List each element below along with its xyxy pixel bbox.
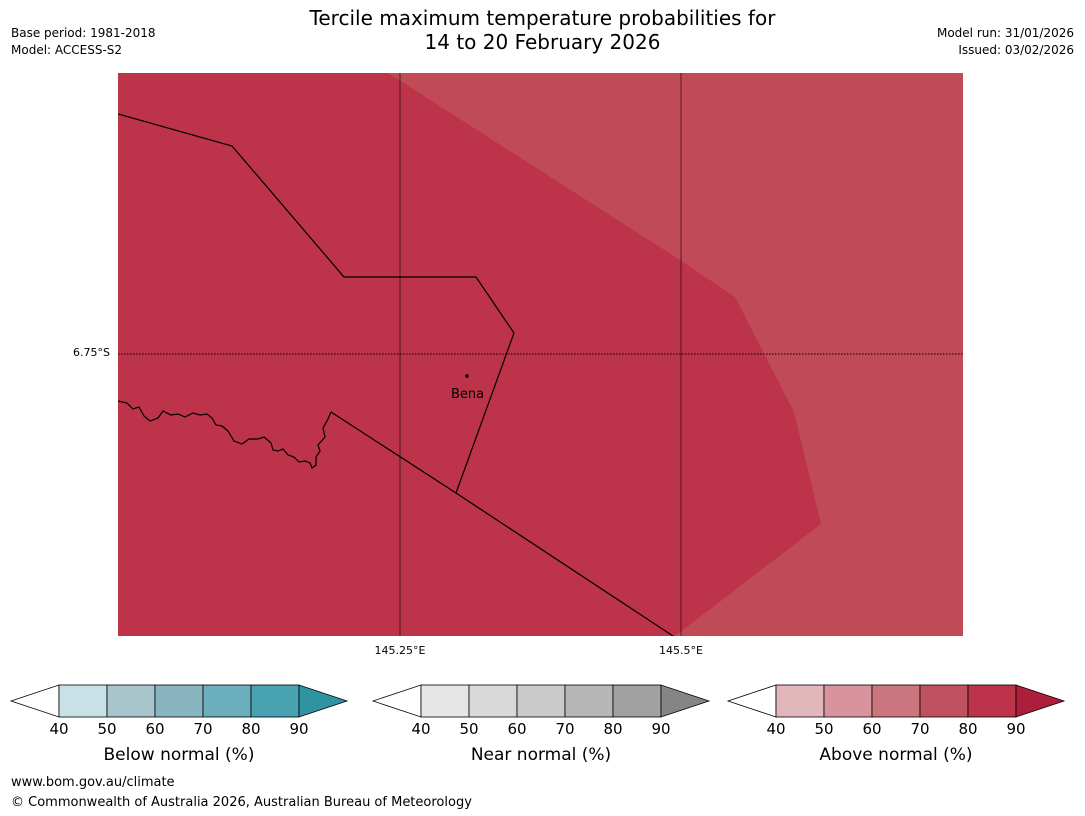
longitude-label: 145.25°E <box>374 644 426 657</box>
colorbar-tick: 50 <box>97 720 117 738</box>
colorbar-strip <box>9 684 1066 718</box>
colorbar-near-normal <box>371 684 711 718</box>
title-line-2: 14 to 20 February 2026 <box>424 30 661 54</box>
colorbar-above-normal <box>726 684 1066 718</box>
province-boundary <box>118 400 332 469</box>
page-title: Tercile maximum temperature probabilitie… <box>0 6 1085 54</box>
colorbar-tick: 80 <box>958 720 978 738</box>
colorbar-tick: 80 <box>603 720 623 738</box>
colorbar-segment <box>775 684 825 718</box>
title-line-1: Tercile maximum temperature probabilitie… <box>309 6 776 30</box>
colorbar-segment <box>420 684 470 718</box>
colorbar-segment <box>58 684 108 718</box>
colorbar-tick: 40 <box>49 720 69 738</box>
place-label-bena: Bena <box>450 387 485 402</box>
colorbar-extend-high <box>1015 684 1066 718</box>
colorbar-extend-high <box>298 684 349 718</box>
map-panel <box>118 73 963 636</box>
map-canvas <box>118 73 963 636</box>
latitude-label: 6.75°S <box>73 346 110 359</box>
colorbar-segment <box>468 684 518 718</box>
base-period: Base period: 1981-2018 <box>11 26 156 40</box>
model-name: Model: ACCESS-S2 <box>11 43 123 57</box>
colorbar-below-normal <box>9 684 349 718</box>
place-marker <box>465 374 469 378</box>
colorbar-tick: 50 <box>814 720 834 738</box>
colorbar-segment <box>564 684 614 718</box>
colorbar-tick: 90 <box>1006 720 1026 738</box>
colorbar-label-above: Above normal (%) <box>819 745 973 765</box>
colorbar-segment <box>919 684 969 718</box>
colorbar-extend-low <box>371 684 422 718</box>
meta-left: Base period: 1981-2018 Model: ACCESS-S2 <box>11 25 156 59</box>
colorbar-extend-high <box>660 684 711 718</box>
colorbar-extend-low <box>9 684 60 718</box>
colorbar-segment <box>871 684 921 718</box>
colorbar-segment <box>106 684 156 718</box>
colorbar-segment <box>154 684 204 718</box>
footer-copyright: © Commonwealth of Australia 2026, Austra… <box>11 795 472 810</box>
colorbar-tick: 40 <box>766 720 786 738</box>
province-boundary <box>330 411 674 636</box>
colorbar-extend-low <box>726 684 777 718</box>
footer-url: www.bom.gov.au/climate <box>11 775 175 790</box>
colorbar-tick: 90 <box>289 720 309 738</box>
colorbar-tick: 70 <box>193 720 213 738</box>
colorbar-label-near: Near normal (%) <box>470 745 612 765</box>
colorbar-tick: 40 <box>411 720 431 738</box>
colorbar-segment <box>250 684 300 718</box>
colorbar-tick: 80 <box>241 720 261 738</box>
colorbar-tick: 90 <box>651 720 671 738</box>
colorbar-label-below: Below normal (%) <box>103 745 255 765</box>
probability-region-secondary <box>388 73 963 636</box>
colorbar-tick: 60 <box>507 720 527 738</box>
colorbar-segment <box>516 684 566 718</box>
meta-right: Model run: 31/01/2026 Issued: 03/02/2026 <box>937 25 1074 59</box>
colorbar-tick: 70 <box>910 720 930 738</box>
colorbar-tick: 60 <box>862 720 882 738</box>
model-run: Model run: 31/01/2026 <box>936 26 1074 40</box>
colorbar-tick: 60 <box>145 720 165 738</box>
colorbar-segment <box>202 684 252 718</box>
colorbar-tick: 70 <box>555 720 575 738</box>
colorbar-tick: 50 <box>459 720 479 738</box>
colorbar-segment <box>612 684 662 718</box>
colorbar-segment <box>823 684 873 718</box>
longitude-label: 145.5°E <box>659 644 703 657</box>
province-boundary <box>118 113 515 494</box>
issued-date: Issued: 03/02/2026 <box>958 43 1074 57</box>
colorbar-segment <box>967 684 1017 718</box>
